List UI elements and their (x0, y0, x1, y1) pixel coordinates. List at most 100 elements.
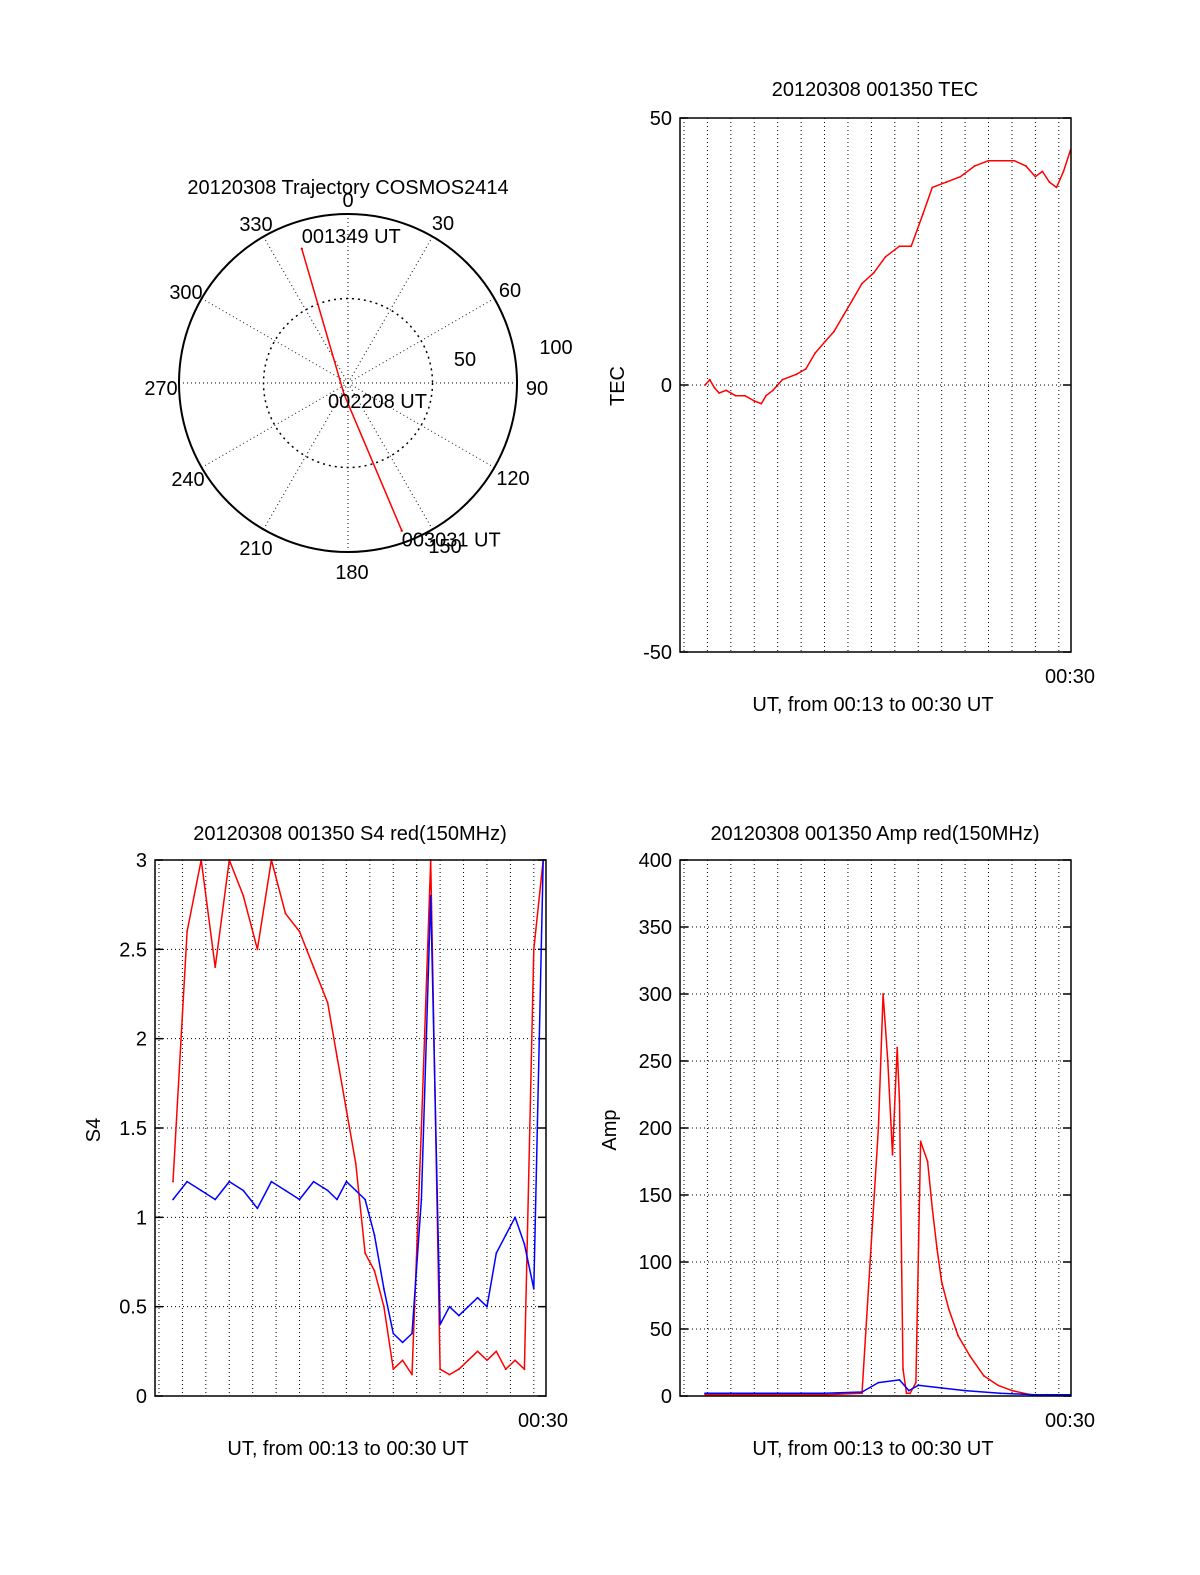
s4-data-point (401, 1341, 404, 1344)
s4-data-point (345, 1109, 348, 1112)
tec-data-point (959, 175, 962, 178)
s4-data-point (392, 1332, 395, 1335)
tec-data-point (1062, 170, 1065, 173)
s4-data-point (514, 1216, 516, 1219)
trajectory-point (342, 392, 346, 396)
tec-data-point (743, 394, 746, 397)
amp-data-point (877, 1381, 880, 1384)
amp-data-point (915, 1381, 917, 1384)
amp-y-tick-label: 100 (639, 1252, 672, 1274)
s4-data-point (242, 894, 245, 897)
tec-data-point (760, 402, 763, 405)
amp-data-point (917, 1384, 920, 1387)
polar-spoke (347, 382, 433, 530)
s4-panel: 20120308 001350 S4 red(150MHz) S4 UT, fr… (83, 823, 568, 1460)
trajectory-panel: 20120308 Trajectory COSMOS2414 0 30 60 90 12… (144, 177, 572, 584)
polar-azimuth-label: 0 (342, 190, 353, 212)
s4-y-tick-label: 2 (136, 1029, 147, 1051)
amp-data-point (964, 1389, 967, 1392)
s4-data-point (242, 1189, 245, 1192)
polar-spoke (347, 382, 495, 468)
s4-y-tick-label: 3 (136, 850, 147, 872)
s4-data-point (354, 1162, 357, 1165)
tec-data-point (814, 352, 817, 354)
tec-data-point (734, 394, 737, 397)
amp-data-point (861, 1391, 863, 1393)
amp-data-point (898, 1100, 901, 1103)
tec-data-point (851, 298, 854, 301)
s4-data-point (457, 1314, 460, 1317)
tec-data-point (987, 159, 990, 162)
tec-x-end-label: 00:30 (1045, 666, 1095, 688)
amp-data-point (891, 1153, 894, 1156)
amp-data-point (861, 1392, 863, 1395)
s4-series-line-s4-blue (172, 859, 544, 1344)
amp-data-point (931, 1207, 934, 1210)
s4-data-point (214, 966, 217, 969)
tec-data-point (910, 245, 913, 248)
s4-data-point (172, 1198, 174, 1201)
s4-data-point (270, 1180, 273, 1183)
polar-azimuth-label: 210 (239, 538, 272, 560)
s4-series-line-s4-red (172, 859, 544, 1376)
tec-data-point (833, 330, 835, 333)
s4-data-point (429, 894, 432, 897)
s4-data-point (392, 1368, 395, 1371)
polar-azimuth-label: 240 (171, 469, 204, 491)
amp-data-point (982, 1375, 985, 1377)
trajectory-title: 20120308 Trajectory COSMOS2414 (187, 177, 508, 199)
s4-data-point (382, 1287, 385, 1290)
s4-data-point (411, 1332, 413, 1335)
tec-data-point (713, 386, 716, 389)
amp-data-point (926, 1160, 929, 1163)
polar-azimuth-label: 330 (239, 214, 272, 236)
s4-y-tick-label: 0.5 (119, 1297, 147, 1319)
tec-data-point (704, 384, 706, 386)
s4-y-ticks: 0 0.5 1 1.5 2 2.5 3 (119, 850, 147, 1408)
trajectory-point (300, 247, 303, 250)
trajectory-line (301, 248, 403, 531)
s4-data-point (495, 1252, 498, 1254)
s4-data-point (373, 1270, 376, 1272)
s4-data-point (345, 1180, 348, 1183)
amp-data-point (997, 1384, 999, 1387)
s4-data-point (495, 1350, 498, 1353)
tec-data-point (945, 181, 948, 183)
s4-data-point (514, 1359, 516, 1362)
amp-series (704, 993, 1072, 1396)
tec-data-point (1048, 181, 1051, 183)
s4-data-point (312, 1180, 315, 1183)
tec-plot-frame (679, 117, 1072, 653)
s4-data-point (457, 1368, 460, 1371)
amp-y-tick-label: 300 (639, 984, 672, 1006)
amp-plot-frame (679, 859, 1072, 1397)
s4-data-point (467, 1359, 470, 1362)
s4-data-point (186, 1180, 188, 1183)
s4-data-point (486, 1359, 488, 1362)
s4-data-point (312, 966, 315, 969)
s4-data-point (486, 1305, 488, 1308)
tec-data-point (872, 271, 875, 274)
polar-zenith-label: 50 (454, 349, 476, 371)
tec-data-point (898, 245, 901, 248)
amp-data-point (886, 1060, 889, 1062)
s4-data-point (186, 930, 188, 933)
amp-data-point (898, 1379, 901, 1381)
s4-data-point (448, 1305, 451, 1308)
s4-data-point (467, 1305, 470, 1308)
amp-data-point (902, 1368, 904, 1371)
tec-y-tick-label: -50 (643, 642, 672, 664)
polar-spoke (263, 236, 349, 384)
s4-data-point (172, 1180, 174, 1183)
tec-data-point (795, 373, 798, 376)
tec-data-point (708, 378, 711, 381)
amp-data-point (1034, 1393, 1037, 1396)
s4-data-point (532, 1287, 535, 1290)
polar-azimuth-label: 300 (169, 282, 202, 304)
tec-data-point (1055, 186, 1058, 189)
s4-data-point (439, 1368, 442, 1371)
s4-y-tick-label: 1 (136, 1207, 147, 1229)
amp-y-ticks: 0 50 100 150 200 250 300 350 400 (639, 850, 672, 1408)
polar-azimuth-label: 150 (428, 536, 461, 558)
